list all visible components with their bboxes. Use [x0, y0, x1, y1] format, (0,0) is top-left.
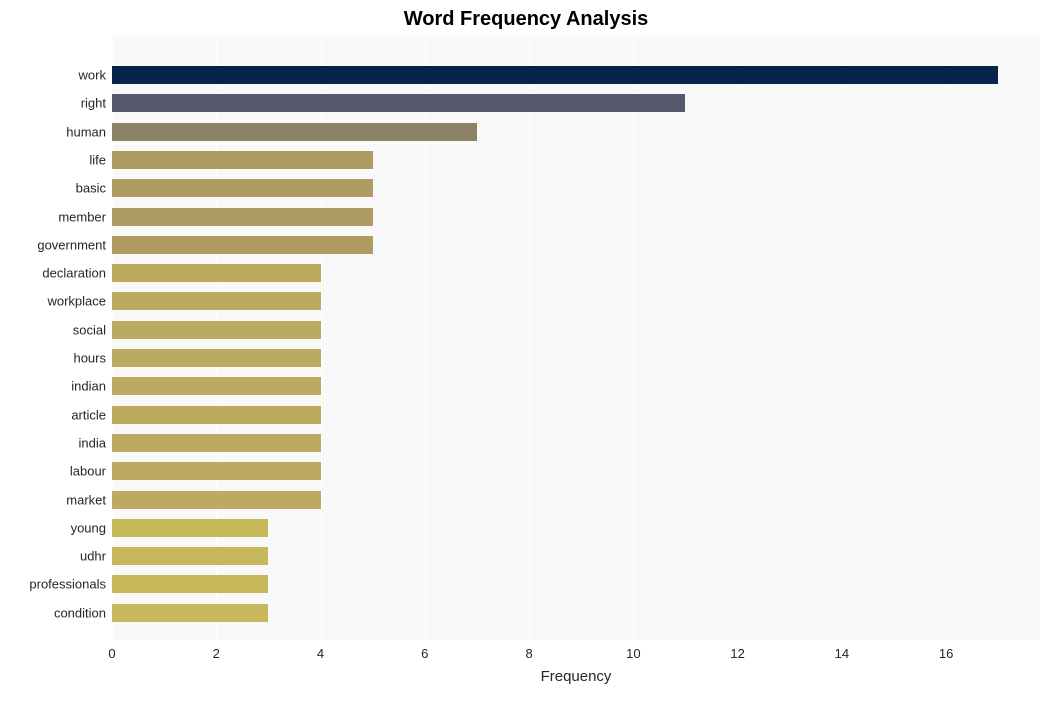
bar [112, 151, 373, 169]
y-axis-label: labour [70, 464, 106, 479]
gridline [842, 36, 843, 640]
bar [112, 491, 321, 509]
y-axis-label: basic [76, 181, 106, 196]
bar [112, 179, 373, 197]
y-axis-label: market [66, 492, 106, 507]
x-tick-label: 8 [525, 646, 532, 661]
bar [112, 377, 321, 395]
bar [112, 292, 321, 310]
bar [112, 66, 998, 84]
bar [112, 462, 321, 480]
x-tick-label: 4 [317, 646, 324, 661]
y-axis-label: life [89, 152, 106, 167]
y-axis-label: article [71, 407, 106, 422]
chart-container: Word Frequency Analysis Frequency 024681… [0, 0, 1052, 701]
bar [112, 123, 477, 141]
y-axis-label: government [37, 237, 106, 252]
bar [112, 575, 268, 593]
x-tick-label: 6 [421, 646, 428, 661]
bar [112, 406, 321, 424]
bar [112, 349, 321, 367]
x-tick-label: 10 [626, 646, 640, 661]
y-axis-label: condition [54, 605, 106, 620]
y-axis-label: declaration [42, 266, 106, 281]
chart-title: Word Frequency Analysis [0, 8, 1052, 31]
y-axis-label: india [79, 435, 106, 450]
bar [112, 604, 268, 622]
y-axis-label: workplace [47, 294, 106, 309]
y-axis-label: udhr [80, 549, 106, 564]
gridline [529, 36, 530, 640]
gridline [738, 36, 739, 640]
x-axis-label: Frequency [541, 668, 612, 685]
gridline [633, 36, 634, 640]
bar [112, 236, 373, 254]
bar [112, 519, 268, 537]
bar [112, 208, 373, 226]
y-axis-label: professionals [29, 577, 106, 592]
bar [112, 434, 321, 452]
x-tick-label: 12 [730, 646, 744, 661]
plot-area: Frequency 0246810121416workrighthumanlif… [112, 36, 1040, 640]
y-axis-label: member [58, 209, 106, 224]
x-tick-label: 14 [835, 646, 849, 661]
y-axis-label: right [81, 96, 106, 111]
bar [112, 321, 321, 339]
x-tick-label: 0 [108, 646, 115, 661]
x-tick-label: 2 [213, 646, 220, 661]
bar [112, 264, 321, 282]
y-axis-label: social [73, 322, 106, 337]
y-axis-label: indian [71, 379, 106, 394]
bar [112, 94, 685, 112]
y-axis-label: human [66, 124, 106, 139]
y-axis-label: young [71, 520, 106, 535]
gridline [946, 36, 947, 640]
bar [112, 547, 268, 565]
y-axis-label: hours [73, 351, 106, 366]
x-tick-label: 16 [939, 646, 953, 661]
y-axis-label: work [79, 68, 106, 83]
